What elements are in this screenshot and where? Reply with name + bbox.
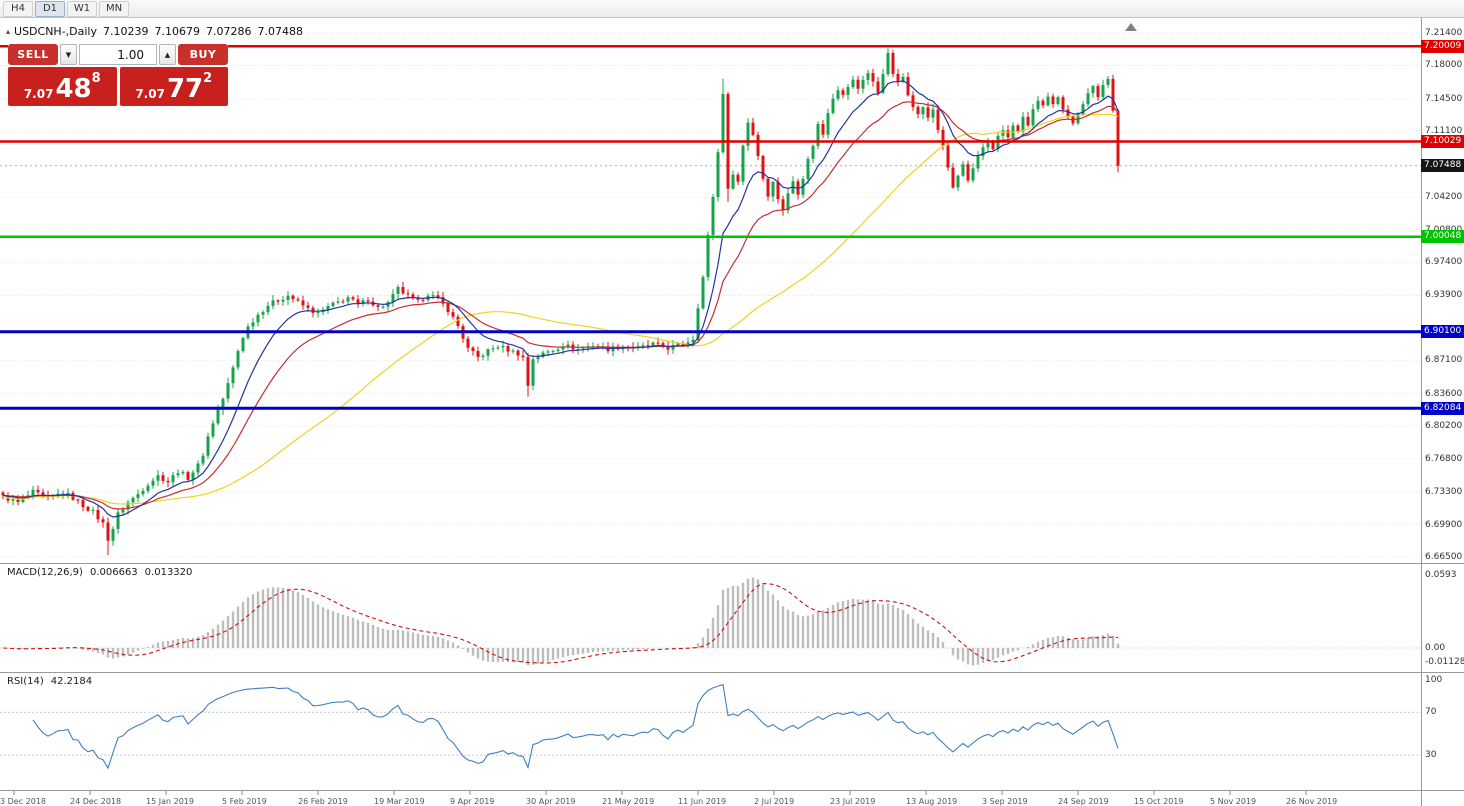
moving-average-line [2, 113, 1119, 505]
lot-decrease-button[interactable]: ▼ [60, 44, 77, 65]
macd-main-value: 0.006663 [89, 567, 138, 578]
time-axis-label: 9 Apr 2019 [450, 797, 495, 806]
lot-increase-button[interactable]: ▲ [159, 44, 176, 65]
macd-axis-label: 0.00 [1425, 643, 1446, 653]
price-axis-label: 6.97400 [1425, 257, 1463, 268]
price-axis-label: 6.73300 [1425, 487, 1463, 498]
time-axis-label: 30 Apr 2019 [526, 797, 576, 806]
buy-price-display[interactable]: 7.07 77 2 [119, 67, 228, 106]
price-axis-label: 7.14500 [1425, 93, 1463, 104]
triangle-up-icon: ▲ [164, 50, 171, 59]
timeframe-toolbar: H4 D1 W1 MN [0, 0, 1464, 18]
timeframe-button-mn[interactable]: MN [99, 0, 129, 17]
price-axis-label: 6.76800 [1425, 453, 1463, 464]
sell-price-pips: 48 [55, 74, 92, 104]
macd-axis-label: 0.0593 [1425, 570, 1457, 580]
price-axis-label: 6.69900 [1425, 519, 1463, 530]
buy-price-point: 2 [203, 71, 213, 86]
price-axis-label: 6.87100 [1425, 355, 1463, 366]
price-axis-badge: 7.20009 [1421, 39, 1464, 53]
timeframe-buttons: H4 D1 W1 MN [3, 0, 129, 17]
open-value: 7.10239 [103, 25, 149, 38]
price-axis-label: 7.21400 [1425, 28, 1463, 38]
time-axis-label: 5 Feb 2019 [222, 797, 267, 806]
sell-price-main: 7.07 [23, 87, 54, 101]
time-axis-label: 3 Dec 2018 [0, 797, 47, 806]
rsi-indicator-label: RSI(14) 42.2184 [7, 676, 92, 687]
price-axis-label: 6.83600 [1425, 388, 1463, 399]
timeframe-button-d1[interactable]: D1 [35, 0, 65, 17]
rsi-name: RSI(14) [7, 676, 44, 687]
buy-price-main: 7.07 [135, 87, 165, 101]
time-axis-label: 26 Nov 2019 [1286, 797, 1338, 806]
timeframe-button-h4[interactable]: H4 [3, 0, 33, 17]
time-axis-label: 23 Jul 2019 [830, 797, 876, 806]
macd-name: MACD(12,26,9) [7, 567, 83, 578]
trade-prices-row: 7.07 48 8 7.07 77 2 [8, 67, 228, 106]
low-value: 7.07286 [206, 25, 252, 38]
sell-button[interactable]: SELL [8, 44, 58, 65]
buy-price-pips: 77 [166, 74, 204, 104]
time-axis-label: 15 Jan 2019 [146, 797, 194, 806]
macd-histogram [6, 577, 1120, 666]
high-value: 7.10679 [154, 25, 201, 38]
chart-header: ▴ USDCNH-,Daily 7.10239 7.10679 7.07286 … [6, 25, 303, 38]
moving-average-line [2, 80, 1119, 518]
macd-signal-line [2, 583, 1119, 664]
time-axis-label: 2 Jul 2019 [754, 797, 795, 806]
time-axis-label: 3 Sep 2019 [982, 797, 1028, 806]
price-axis-label: 7.18000 [1425, 60, 1463, 71]
price-axis-label: 6.80200 [1425, 421, 1463, 432]
rsi-value: 42.2184 [50, 676, 93, 687]
macd-signal-value: 0.013320 [144, 567, 193, 578]
close-value: 7.07488 [257, 25, 304, 38]
lot-size-input[interactable] [79, 44, 157, 65]
time-axis-label: 15 Oct 2019 [1134, 797, 1184, 806]
timeframe-button-w1[interactable]: W1 [67, 0, 97, 17]
rsi-line [32, 683, 1119, 770]
panel-toggle-icon[interactable]: ▴ [6, 27, 11, 36]
time-axis-label: 19 Mar 2019 [374, 797, 425, 806]
price-axis-label: 7.11100 [1425, 126, 1463, 137]
time-axis-label: 26 Feb 2019 [298, 797, 348, 806]
price-axis-label: 6.93900 [1425, 290, 1463, 301]
time-axis[interactable]: 3 Dec 2018 24 Dec 2018 15 Jan 2019 5 Feb 20… [0, 791, 1464, 806]
price-axis-label: 6.66500 [1425, 552, 1463, 562]
price-axis-label: 7.04200 [1425, 192, 1463, 203]
triangle-down-icon: ▼ [65, 50, 72, 59]
sell-price-display[interactable]: 7.07 48 8 [8, 67, 117, 106]
macd-axis-label: -0.011289 [1425, 656, 1464, 667]
price-axis[interactable]: 7.21400 7.18000 7.14500 7.11100 7.04200 7.008… [1421, 0, 1464, 806]
time-axis-label: 11 Jun 2019 [678, 797, 727, 806]
trade-controls-row: SELL ▼ ▲ BUY [8, 44, 228, 65]
price-axis-badge: 6.90100 [1421, 325, 1464, 339]
sell-price-point: 8 [91, 71, 101, 86]
candlesticks [1, 48, 1120, 556]
price-axis-label: 7.00800 [1425, 225, 1462, 235]
time-axis-label: 24 Sep 2019 [1058, 797, 1109, 806]
rsi-axis-label: 70 [1425, 707, 1437, 718]
macd-indicator-label: MACD(12,26,9) 0.006663 0.013320 [7, 567, 192, 578]
time-axis-label: 13 Aug 2019 [906, 797, 958, 806]
time-axis-label: 24 Dec 2018 [70, 797, 122, 806]
time-axis-label: 21 May 2019 [602, 797, 655, 806]
time-axis-label: 5 Nov 2019 [1210, 797, 1257, 806]
rsi-axis-label: 100 [1425, 675, 1443, 685]
chart-shift-marker-icon[interactable] [1125, 23, 1137, 31]
price-axis-badge: 7.10029 [1421, 135, 1464, 149]
buy-button[interactable]: BUY [178, 44, 228, 65]
rsi-axis-label: 30 [1425, 750, 1437, 761]
price-axis-badge: 7.07488 [1421, 159, 1464, 173]
symbol-timeframe-label: USDCNH-,Daily [14, 25, 97, 38]
price-axis-badge: 6.82084 [1421, 401, 1464, 415]
moving-average-line [2, 101, 1119, 510]
one-click-trading-panel: SELL ▼ ▲ BUY 7.07 48 8 7.07 77 2 [8, 44, 228, 106]
price-axis-badge: 7.00048 [1421, 230, 1464, 244]
